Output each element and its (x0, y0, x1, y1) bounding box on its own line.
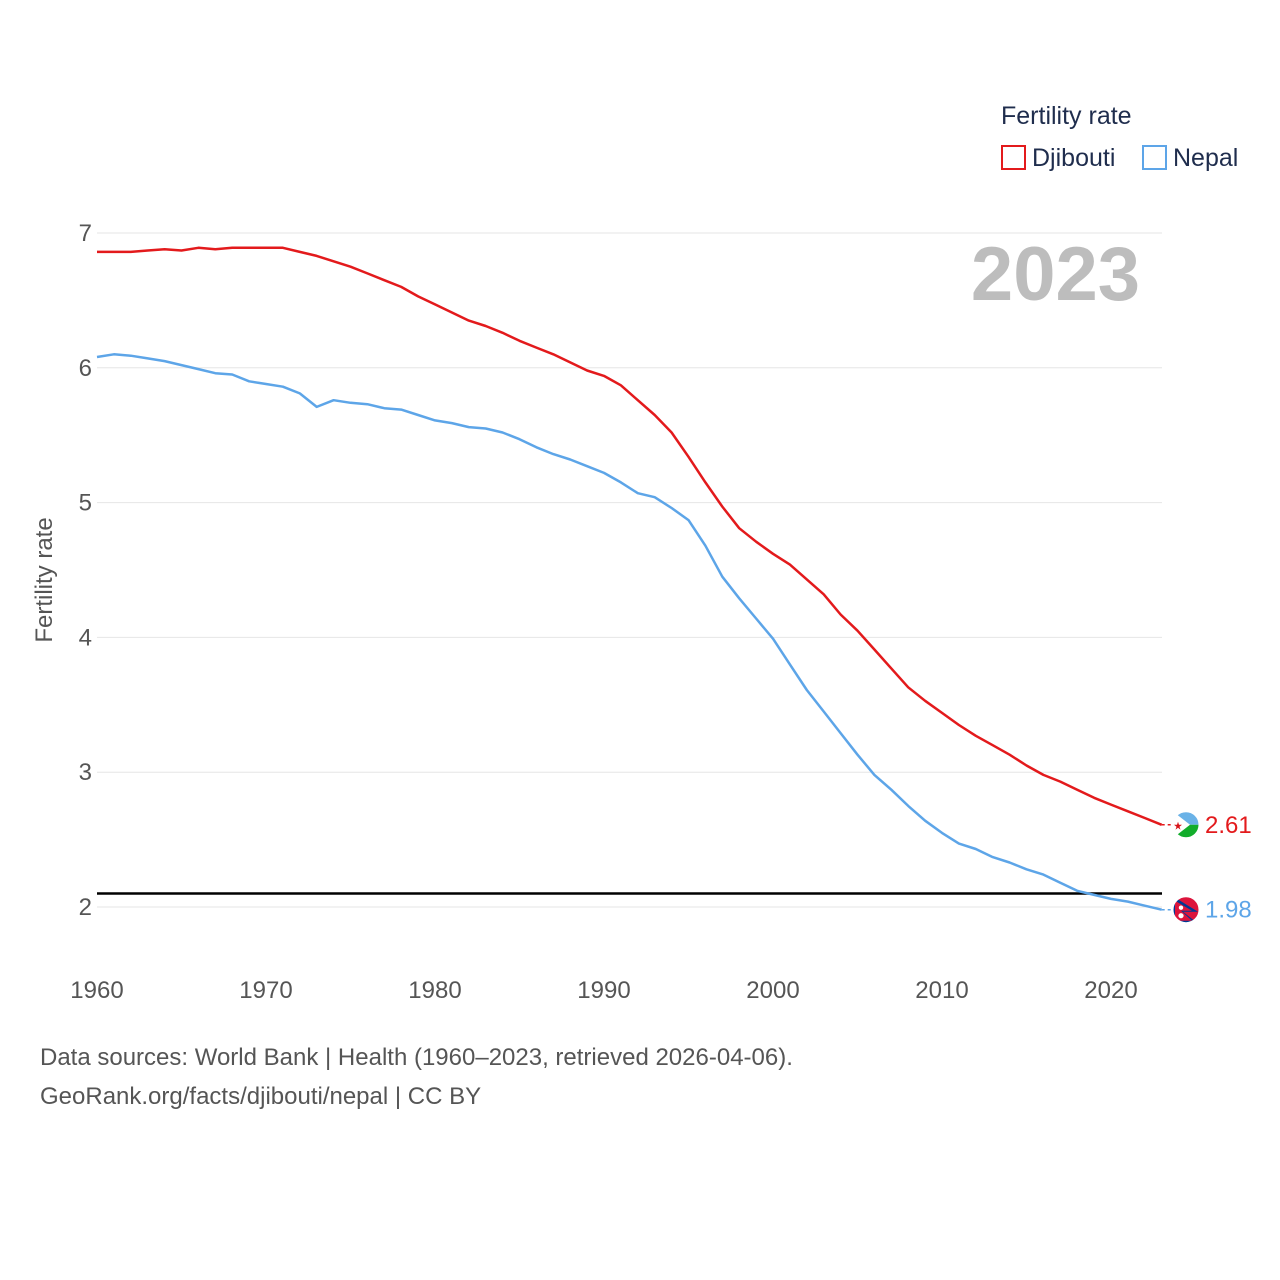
y-tick-label: 5 (79, 490, 92, 517)
y-tick-label: 3 (79, 759, 92, 786)
x-tick-label: 1980 (408, 977, 461, 1004)
x-tick-label: 1970 (239, 977, 292, 1004)
legend-label-nepal[interactable]: Nepal (1173, 144, 1238, 172)
series-line-nepal[interactable] (96, 353, 1162, 911)
legend-label-djibouti[interactable]: Djibouti (1032, 144, 1115, 172)
x-axis-ticks: 1960 1970 1980 1990 2000 2010 2020 (70, 977, 1137, 1004)
x-tick-label: 2020 (1084, 977, 1137, 1004)
series-line-djibouti[interactable] (97, 246, 1163, 826)
series-end-markers: 2.61 1.98 (1161, 811, 1252, 924)
x-tick-label: 2000 (746, 977, 799, 1004)
data-source-text: Data sources: World Bank | Health (1960–… (40, 1044, 793, 1071)
y-tick-label: 6 (79, 355, 92, 382)
legend: Fertility rate Djibouti Nepal (1001, 102, 1238, 172)
y-axis-title: Fertility rate (31, 517, 58, 642)
nepal-flag-icon (1172, 896, 1200, 924)
x-tick-label: 1960 (70, 977, 123, 1004)
legend-title: Fertility rate (1001, 102, 1132, 130)
y-axis-ticks: 2 3 4 5 6 7 (79, 220, 92, 921)
year-label: 2023 (971, 232, 1140, 317)
end-value-label-djibouti: 2.61 (1205, 812, 1252, 839)
legend-swatch-nepal[interactable] (1142, 145, 1167, 170)
y-tick-label: 7 (79, 220, 92, 247)
y-tick-label: 2 (79, 894, 92, 921)
series-lines (96, 246, 1163, 911)
grid-lines (97, 232, 1162, 908)
djibouti-flag-icon (1172, 811, 1200, 839)
x-tick-label: 2010 (915, 977, 968, 1004)
end-value-label-nepal: 1.98 (1205, 897, 1252, 924)
x-tick-label: 1990 (577, 977, 630, 1004)
legend-swatch-djibouti[interactable] (1001, 145, 1026, 170)
attribution-link[interactable]: GeoRank.org/facts/djibouti/nepal | CC BY (40, 1083, 482, 1110)
y-tick-label: 4 (79, 624, 92, 651)
